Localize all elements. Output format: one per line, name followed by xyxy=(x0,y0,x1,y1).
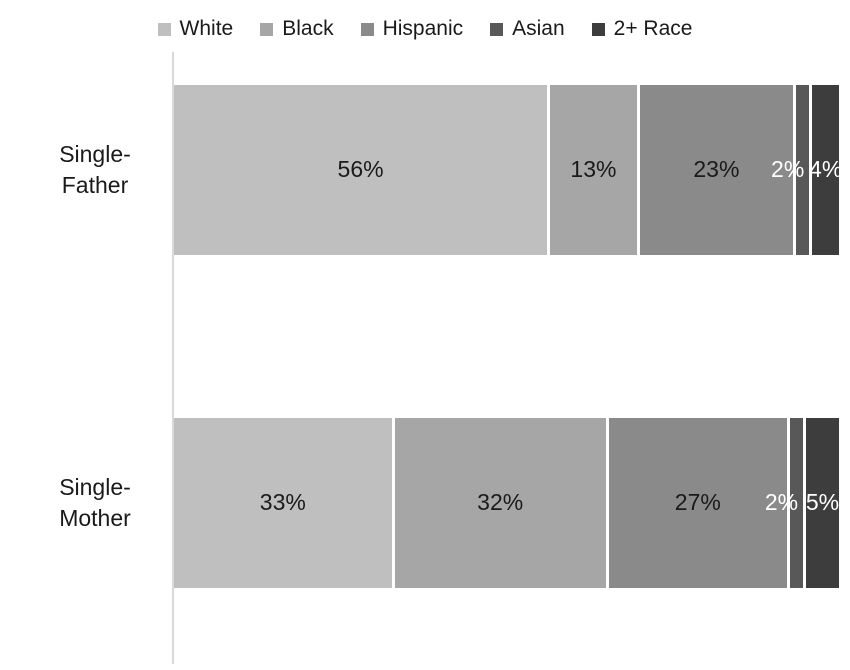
category-label-line: Father xyxy=(61,172,129,198)
segment-value-label: 4% xyxy=(809,155,843,182)
chart-legend: White Black Hispanic Asian 2+ Race xyxy=(0,13,850,45)
segment-value-label: 5% xyxy=(805,488,840,515)
category-label-line: Mother xyxy=(59,505,131,531)
legend-item-hispanic: Hispanic xyxy=(360,17,464,41)
category-label-line: Single- xyxy=(59,141,131,167)
segment-value-label: 56% xyxy=(337,155,384,182)
segment-value-label: 27% xyxy=(674,488,721,515)
segment-single-mother-hispanic: 27% xyxy=(608,418,787,588)
segment-single-mother-white: 33% xyxy=(174,418,392,588)
legend-label: White xyxy=(179,17,234,40)
segment-value-label: 13% xyxy=(570,155,617,182)
y-axis-line xyxy=(172,52,174,664)
legend-label: 2+ Race xyxy=(613,17,693,40)
segment-single-father-white: 56% xyxy=(174,85,548,255)
legend-item-asian: Asian xyxy=(490,17,565,41)
legend-item-white: White xyxy=(157,17,234,41)
category-label-single-father: Single- Father xyxy=(26,139,164,201)
bar-single-father: 56% 13% 23% 2% 4% xyxy=(174,85,843,255)
category-label-single-mother: Single- Mother xyxy=(26,472,164,534)
legend-item-black: Black xyxy=(260,17,334,41)
segment-single-father-hispanic: 23% xyxy=(639,85,794,255)
legend-label: Hispanic xyxy=(382,17,464,40)
segment-value-label: 23% xyxy=(693,155,740,182)
legend-label: Black xyxy=(282,17,334,40)
legend-swatch-icon xyxy=(260,22,274,36)
bar-single-mother: 33% 32% 27% 2% 5% xyxy=(174,418,839,588)
segment-single-mother-asian: 2% xyxy=(765,418,804,588)
segment-single-father-2-race: 4% xyxy=(809,85,843,255)
segment-single-mother-black: 32% xyxy=(394,418,606,588)
segment-value-label: 33% xyxy=(259,488,306,515)
legend-item-2-race: 2+ Race xyxy=(591,17,693,41)
segment-single-mother-2-race: 5% xyxy=(806,418,839,588)
segment-value-label: 32% xyxy=(477,488,524,515)
category-label-line: Single- xyxy=(59,474,131,500)
legend-swatch-icon xyxy=(360,22,374,36)
legend-swatch-icon xyxy=(591,22,605,36)
segment-single-father-asian: 2% xyxy=(771,85,810,255)
legend-swatch-icon xyxy=(490,22,504,36)
segment-single-father-black: 13% xyxy=(550,85,637,255)
legend-swatch-icon xyxy=(157,22,171,36)
legend-label: Asian xyxy=(512,17,565,40)
